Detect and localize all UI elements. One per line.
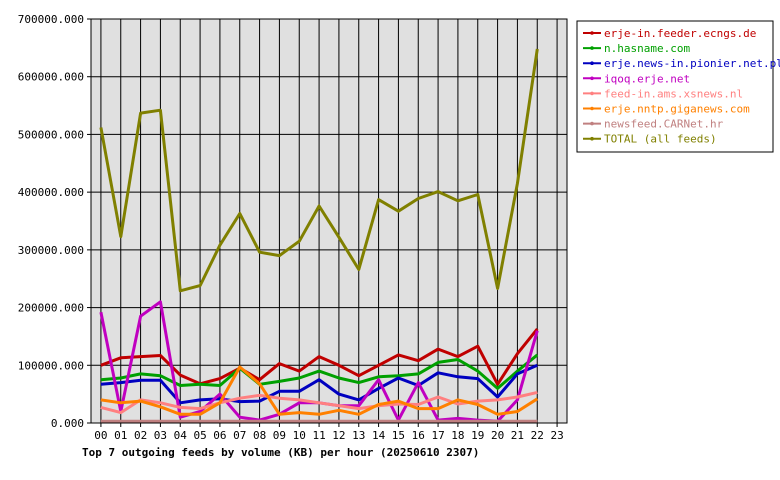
x-tick-label: 17 (431, 429, 444, 442)
x-tick-label: 19 (471, 429, 484, 442)
legend-entry-0: erje-in.feeder.ecngs.de (604, 27, 756, 40)
x-tick-label: 03 (154, 429, 167, 442)
x-tick-label: 22 (531, 429, 544, 442)
x-tick-label: 14 (372, 429, 386, 442)
x-tick-label: 04 (174, 429, 188, 442)
y-tick-label: 400000.000 (18, 186, 84, 199)
y-tick-label: 0.000 (51, 417, 84, 430)
y-tick-label: 600000.000 (18, 71, 84, 84)
x-tick-label: 05 (193, 429, 206, 442)
legend: erje-in.feeder.ecngs.de n.hasname.com erje… (576, 20, 780, 153)
y-axis-ticks: 0.000 100000.000 200000.000 300000.000 40000… (18, 13, 91, 430)
y-tick-label: 500000.000 (18, 128, 84, 141)
legend-entry-5: erje.nntp.giganews.com (604, 103, 750, 116)
legend-marker-2 (590, 61, 594, 65)
x-tick-label: 00 (94, 429, 107, 442)
x-tick-label: 11 (312, 429, 325, 442)
legend-marker-4 (590, 91, 594, 96)
x-tick-label: 13 (352, 429, 365, 442)
x-tick-label: 20 (491, 429, 504, 442)
y-tick-label: 200000.000 (18, 302, 84, 315)
legend-entry-7: TOTAL (all feeds) (604, 133, 717, 146)
legend-box (576, 20, 774, 153)
x-tick-label: 10 (293, 429, 306, 442)
legend-marker-6 (590, 121, 594, 126)
x-tick-label: 08 (253, 429, 266, 442)
series-lines (99, 48, 539, 423)
x-axis-ticks: 00 01 02 03 04 05 06 07 08 09 10 11 12 13 14 15 16 17 18 19… (94, 423, 564, 442)
legend-entry-2: erje.news-in.pionier.net.pl (604, 57, 780, 70)
grid (91, 19, 567, 423)
x-tick-label: 18 (451, 429, 464, 442)
y-tick-label: 100000.000 (18, 359, 84, 372)
legend-entry-6: newsfeed.CARNet.hr (604, 118, 724, 131)
series-line-0 (100, 327, 539, 386)
x-tick-label: 16 (412, 429, 425, 442)
series-line-7 (99, 48, 539, 293)
x-tick-label: 21 (511, 429, 524, 442)
legend-marker-1 (590, 46, 594, 50)
x-tick-label: 15 (392, 429, 405, 442)
y-tick-label: 700000.000 (18, 13, 84, 26)
legend-entry-1: n.hasname.com (604, 42, 690, 55)
x-tick-label: 09 (273, 429, 286, 442)
series-line-4 (100, 390, 538, 415)
x-tick-label: 02 (134, 429, 147, 442)
x-tick-label: 12 (332, 429, 345, 442)
chart-title: Top 7 outgoing feeds by volume (KB) per … (82, 446, 479, 459)
series-line-2 (100, 363, 538, 405)
x-tick-label: 01 (114, 429, 127, 442)
legend-marker-3 (590, 76, 594, 81)
plot-frame (90, 18, 568, 424)
x-tick-label: 07 (233, 429, 246, 442)
legend-marker-0 (590, 31, 594, 35)
legend-marker-5 (590, 106, 594, 111)
legend-entry-4: feed-in.ams.xsnews.nl (604, 87, 743, 100)
x-tick-label: 23 (550, 429, 563, 442)
legend-entry-3: iqoq.erje.net (604, 72, 690, 85)
legend-marker-7 (590, 136, 594, 141)
series-line-5 (100, 365, 539, 416)
y-tick-label: 300000.000 (18, 244, 84, 257)
x-tick-label: 06 (213, 429, 226, 442)
